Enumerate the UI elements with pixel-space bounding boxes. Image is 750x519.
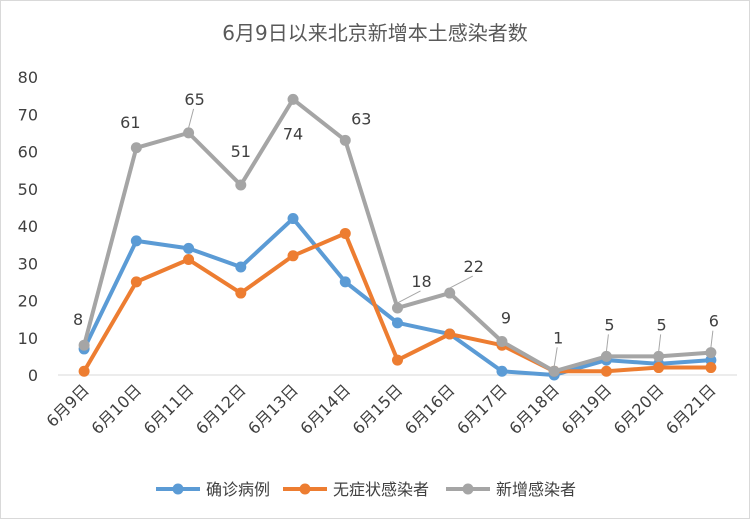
y-tick-label: 40 [18,217,38,236]
leader-line [710,330,714,348]
y-tick-label: 10 [18,329,38,348]
x-tick-label: 6月17日 [453,380,511,438]
y-tick-label: 30 [18,254,38,273]
x-tick-label: 6月20日 [610,380,668,438]
data-point [444,287,456,299]
data-point [392,317,403,329]
data-point [183,127,195,139]
data-point [392,302,403,314]
data-point [183,254,195,266]
data-label: 74 [283,124,303,143]
legend-item: 确诊病例 [156,480,270,499]
data-point [287,250,299,262]
leader-line [658,334,662,352]
leader-line [188,108,195,129]
legend-marker [299,483,311,495]
data-label: 6 [709,312,719,331]
data-label: 18 [411,272,431,291]
data-point [235,179,247,191]
data-label: 22 [464,257,484,276]
data-label: 65 [184,90,204,109]
y-tick-label: 0 [28,366,38,385]
data-label: 1 [553,328,563,347]
data-point [130,276,142,288]
legend-label: 无症状感染者 [333,480,429,499]
data-point [444,328,456,340]
legend-marker [172,483,184,495]
x-axis-ticks: 6月9日6月10日6月11日6月12日6月13日6月14日6月15日6月16日6… [42,380,719,438]
data-point [653,350,665,362]
data-label: 5 [604,315,614,334]
data-label: 63 [351,109,371,128]
x-tick-label: 6月12日 [192,380,250,438]
y-tick-label: 50 [18,180,38,199]
data-label: 51 [231,142,251,161]
leader-line [553,347,558,367]
data-point [287,93,299,105]
data-label: 9 [501,308,511,327]
data-label: 8 [73,310,83,329]
data-point [600,365,612,377]
y-tick-label: 80 [18,68,38,87]
series-line [82,97,713,374]
x-tick-label: 6月21日 [662,380,720,438]
data-point [339,134,351,146]
data-point [548,365,560,377]
data-point [339,227,351,239]
data-point [496,335,508,347]
x-tick-label: 6月15日 [349,380,407,438]
data-point [600,350,612,362]
y-tick-label: 20 [18,292,38,311]
leader-line [605,334,609,352]
legend-item: 新增感染者 [446,480,576,499]
leader-line [449,275,473,289]
data-point [78,365,90,377]
chart-title: 6月9日以来北京新增本土感染者数 [222,21,527,45]
data-point [78,339,90,351]
x-tick-label: 6月14日 [296,380,354,438]
data-point [392,354,403,366]
data-point [183,242,195,254]
x-tick-label: 6月9日 [42,380,92,430]
legend-marker [462,483,474,495]
data-point [496,365,508,377]
data-point [235,261,247,273]
x-tick-label: 6月19日 [558,380,616,438]
data-point [705,347,717,359]
legend-label: 确诊病例 [206,480,270,499]
data-labels: 8 61 65 51 74 63 18 22 9 1 5 5 6 [73,90,719,367]
data-point [130,235,142,247]
x-tick-label: 6月10日 [88,380,146,438]
x-tick-label: 6月13日 [244,380,302,438]
data-point [339,276,351,288]
legend-item: 无症状感染者 [283,480,429,499]
y-tick-label: 60 [18,143,38,162]
series-line [82,216,713,377]
legend-label: 新增感染者 [496,480,576,499]
data-point [653,362,665,374]
x-tick-label: 6月16日 [401,380,459,438]
x-tick-label: 6月18日 [505,380,563,438]
legend: 确诊病例 无症状感染者 新增感染者 [156,480,576,499]
y-tick-label: 70 [18,105,38,124]
series-group [78,93,717,377]
data-point [705,362,717,374]
data-point [130,142,142,154]
data-point [287,213,299,225]
leader-line [397,290,421,304]
data-label: 61 [120,113,140,132]
y-axis-ticks: 0 10 20 30 40 50 60 70 80 [18,68,38,385]
data-point [235,287,247,299]
x-tick-label: 6月11日 [140,380,198,438]
series-layer [78,93,717,381]
data-label: 5 [657,315,667,334]
